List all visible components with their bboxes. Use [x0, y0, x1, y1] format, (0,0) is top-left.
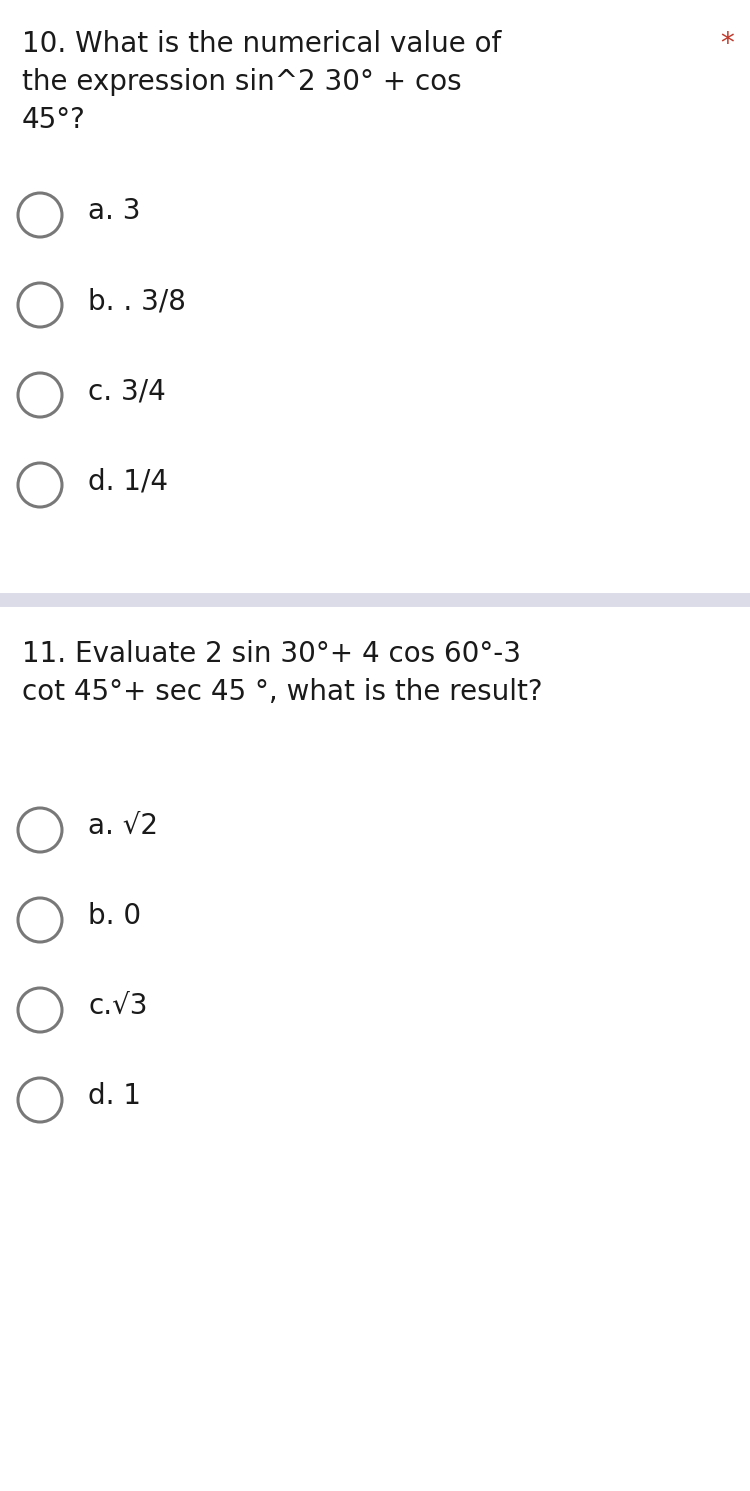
Text: d. 1: d. 1 [88, 1082, 141, 1109]
Text: the expression sin^2 30° + cos: the expression sin^2 30° + cos [22, 69, 461, 95]
Text: d. 1/4: d. 1/4 [88, 467, 168, 495]
Text: c. 3/4: c. 3/4 [88, 377, 166, 406]
Text: a. 3: a. 3 [88, 197, 140, 225]
Text: 10. What is the numerical value of: 10. What is the numerical value of [22, 30, 501, 58]
Text: b. 0: b. 0 [88, 902, 141, 930]
Text: b. . 3/8: b. . 3/8 [88, 286, 186, 315]
Text: 45°?: 45°? [22, 106, 86, 134]
Text: c.√3: c.√3 [88, 992, 148, 1020]
Text: *: * [720, 30, 734, 58]
Text: 11. Evaluate 2 sin 30°+ 4 cos 60°-3: 11. Evaluate 2 sin 30°+ 4 cos 60°-3 [22, 640, 521, 668]
Text: a. √2: a. √2 [88, 813, 158, 839]
Text: cot 45°+ sec 45 °, what is the result?: cot 45°+ sec 45 °, what is the result? [22, 678, 542, 707]
